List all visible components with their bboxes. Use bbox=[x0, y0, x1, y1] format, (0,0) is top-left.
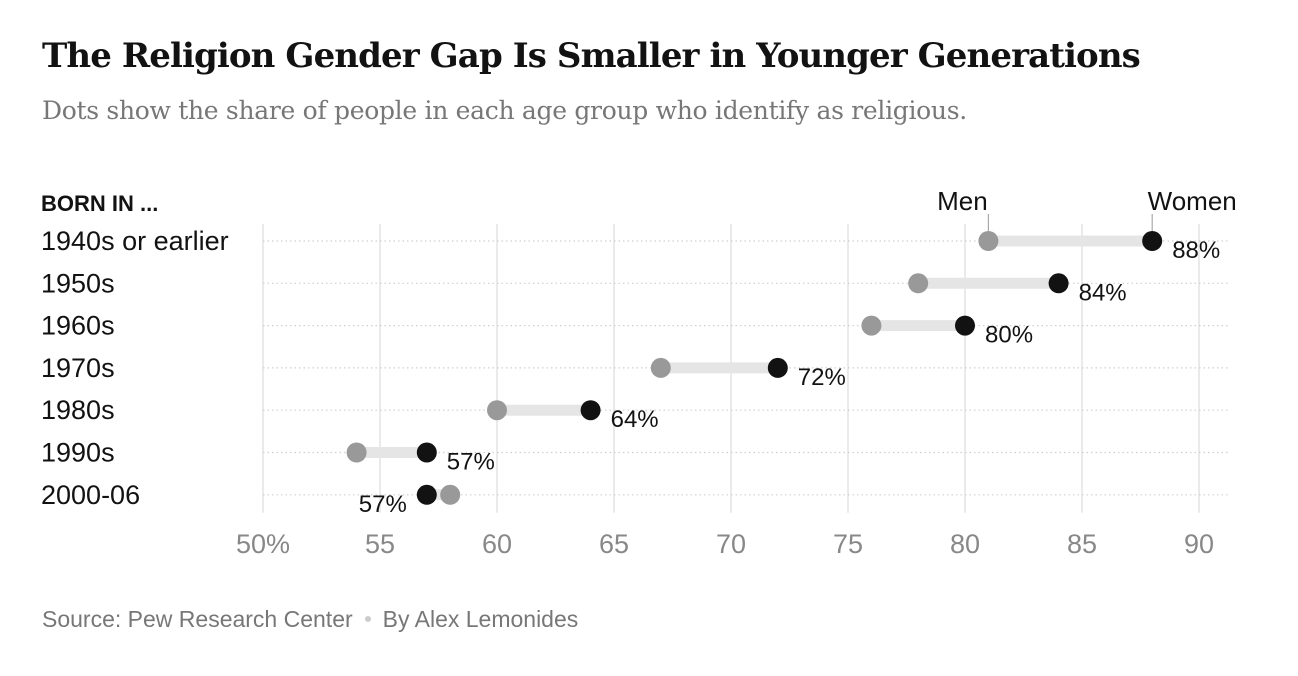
category-label: 2000-06 bbox=[41, 480, 140, 510]
category-label: 1980s bbox=[41, 395, 115, 425]
category-label: 1950s bbox=[41, 268, 115, 298]
x-tick-label: 60 bbox=[482, 529, 512, 559]
value-label: 84% bbox=[1079, 279, 1127, 306]
category-label: 1960s bbox=[41, 311, 115, 341]
value-label: 64% bbox=[611, 406, 659, 433]
men-dot bbox=[440, 484, 461, 505]
men-dot bbox=[346, 442, 367, 463]
women-dot bbox=[1048, 273, 1069, 294]
men-dot bbox=[861, 315, 882, 336]
separator-dot-icon bbox=[364, 615, 371, 622]
label-layer: 50% 55 60 65 70 75 80 85 90 BORN IN ... 1940s or e… bbox=[41, 186, 1237, 559]
value-label: 80% bbox=[985, 322, 1033, 349]
value-label: 57% bbox=[447, 449, 495, 476]
value-label: 72% bbox=[798, 364, 846, 391]
x-tick-label: 80 bbox=[950, 529, 980, 559]
chart-subtitle: Dots show the share of people in each ag… bbox=[42, 96, 967, 125]
x-tick-label: 50% bbox=[236, 529, 290, 559]
x-tick-label: 65 bbox=[599, 529, 629, 559]
men-dot bbox=[487, 400, 507, 421]
y-axis-header: BORN IN ... bbox=[41, 191, 158, 216]
byline: By Alex Lemonides bbox=[382, 606, 579, 632]
x-tick-label: 90 bbox=[1184, 529, 1214, 559]
dot-layer bbox=[346, 231, 1163, 505]
x-tick-label: 70 bbox=[716, 529, 746, 559]
women-dot bbox=[580, 400, 601, 421]
category-label: 1970s bbox=[41, 353, 115, 383]
category-label: 1940s or earlier bbox=[41, 226, 229, 256]
women-dot bbox=[416, 484, 437, 505]
legend-women: Women bbox=[1148, 186, 1237, 216]
x-tick-label: 85 bbox=[1067, 529, 1097, 559]
source-note: Source: Pew Research Center bbox=[42, 606, 353, 632]
women-dot bbox=[955, 315, 975, 336]
x-tick-label: 55 bbox=[365, 529, 395, 559]
footer: Source: Pew Research Center By Alex Lemon… bbox=[42, 606, 578, 633]
women-dot bbox=[1142, 231, 1163, 251]
value-label: 88% bbox=[1172, 237, 1220, 264]
men-dot bbox=[650, 357, 671, 378]
value-label: 57% bbox=[359, 491, 407, 518]
men-dot bbox=[908, 273, 929, 294]
women-dot bbox=[416, 442, 437, 463]
dumbbell-chart: 50% 55 60 65 70 75 80 85 90 BORN IN ... 1940s or e… bbox=[41, 186, 1237, 559]
women-dot bbox=[767, 357, 788, 378]
legend-men: Men bbox=[937, 186, 988, 216]
x-tick-label: 75 bbox=[833, 529, 863, 559]
category-label: 1990s bbox=[41, 438, 115, 468]
chart-title: The Religion Gender Gap Is Smaller in Yo… bbox=[42, 36, 1141, 76]
men-dot bbox=[978, 231, 999, 251]
